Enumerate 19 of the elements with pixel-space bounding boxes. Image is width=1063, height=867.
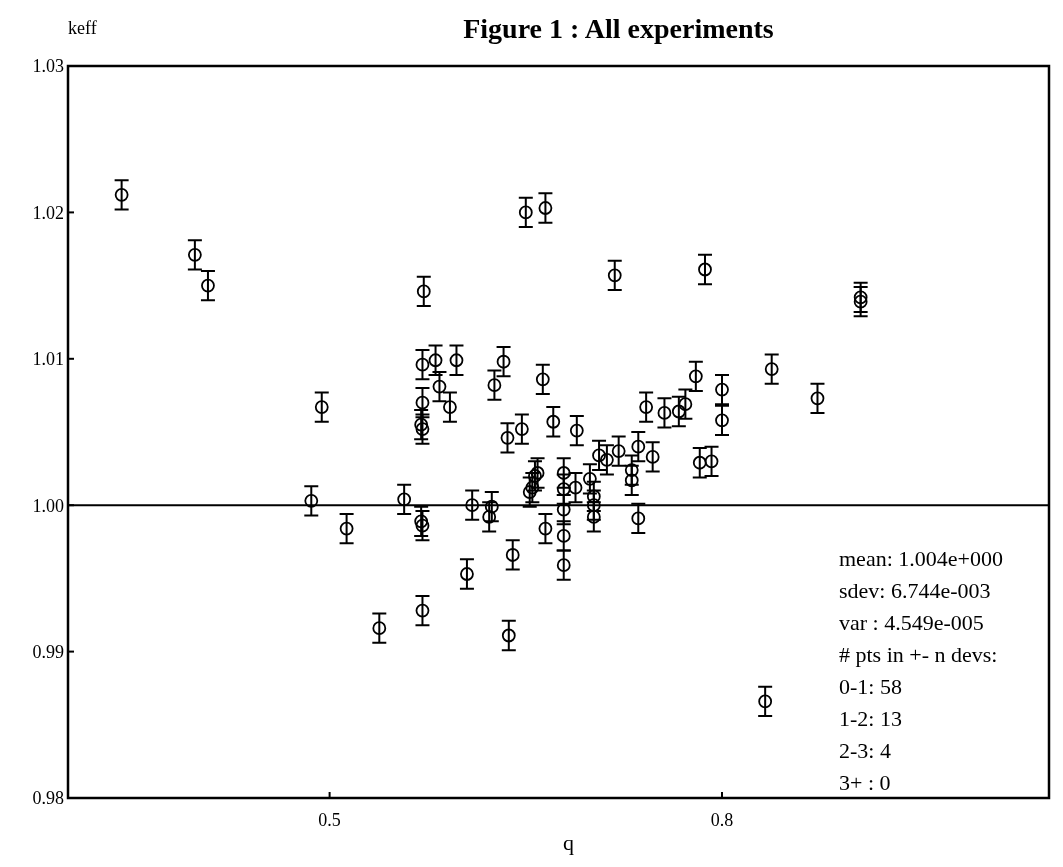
y-tick-label: 0.99	[32, 641, 64, 662]
annotation: 2-3: 4	[839, 738, 891, 763]
x-tick-label: 0.5	[318, 810, 341, 830]
y-tick-label: 0.98	[32, 788, 64, 809]
annotation: mean: 1.004e+000	[839, 546, 1003, 571]
annotation: # pts in +- n devs:	[839, 642, 998, 667]
y-tick-label: 1.02	[32, 202, 64, 223]
annotation: 0-1: 58	[839, 674, 902, 699]
x-axis-title: q	[563, 830, 574, 855]
y-tick-label: 1.00	[32, 495, 64, 516]
annotation: sdev: 6.744e-003	[839, 578, 991, 603]
annotation: var : 4.549e-005	[839, 610, 984, 635]
y-axis-title: keff	[68, 18, 97, 38]
x-tick-label: 0.8	[710, 810, 734, 830]
chart-title: Figure 1 : All experiments	[463, 13, 774, 44]
y-tick-label: 1.03	[32, 56, 64, 77]
annotation: 1-2: 13	[839, 706, 902, 731]
y-tick-label: 1.01	[32, 349, 64, 370]
annotation: 3+ : 0	[839, 770, 891, 795]
